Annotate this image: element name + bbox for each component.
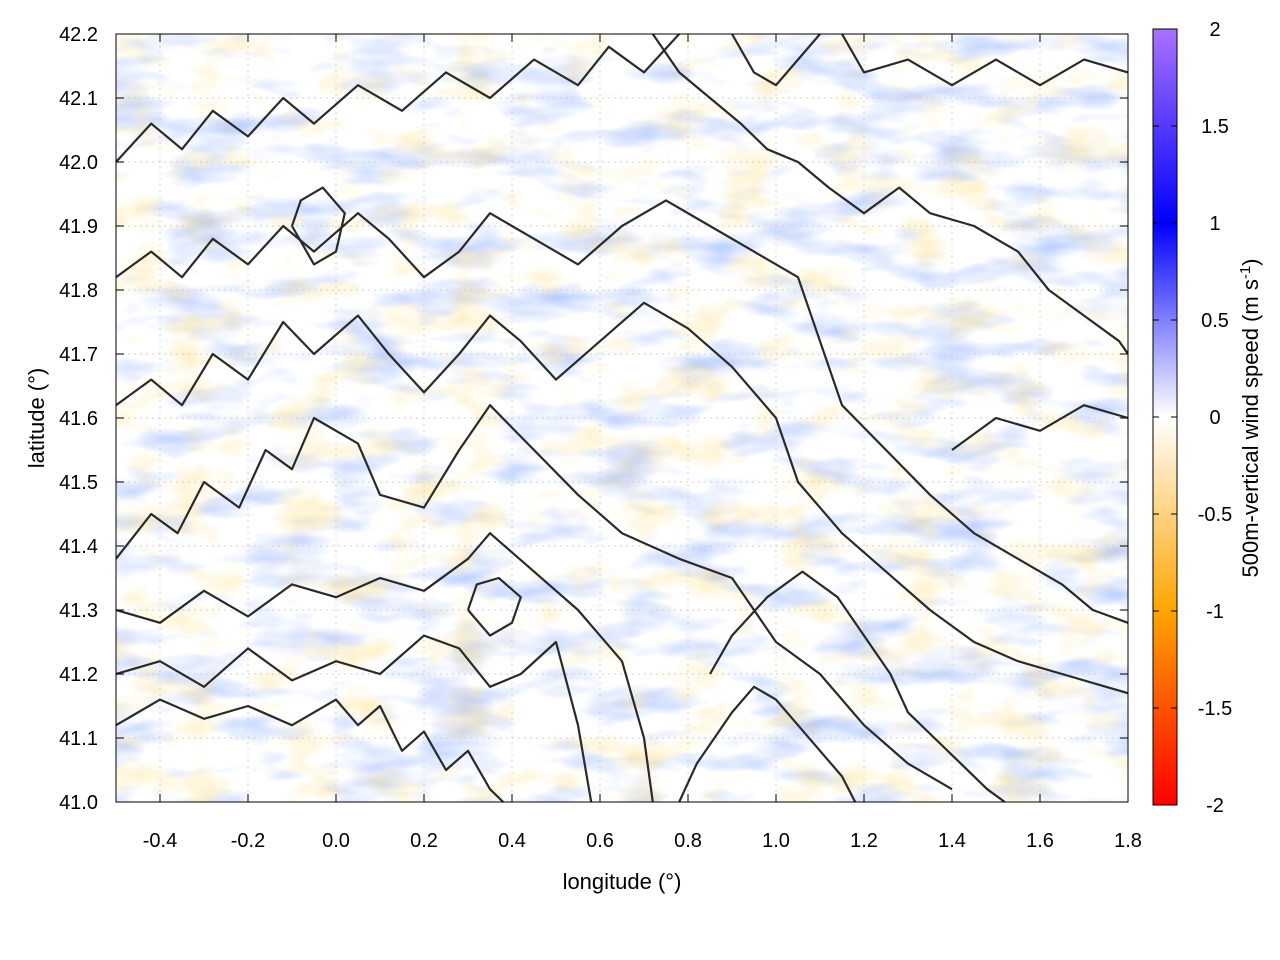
x-tick-label-0: -0.4 — [143, 830, 177, 852]
contour-line-10 — [709, 570, 1006, 802]
x-tick-label-9: 1.4 — [938, 830, 966, 852]
y-tick-label-8: 41.8 — [59, 280, 98, 302]
x-axis: -0.4 -0.2 0.0 0.2 0.4 0.6 0.8 1.0 1.2 1.4 1.6 1.8 — [143, 34, 1142, 852]
x-tick-label-3: 0.2 — [410, 830, 438, 852]
contour-line-12 — [951, 404, 1128, 451]
contour-line-13 — [290, 186, 346, 266]
colorbar-tick-label-1: 1.5 — [1201, 116, 1229, 138]
colorbar-tick-label-4: 0 — [1209, 407, 1220, 429]
x-tick-label-4: 0.4 — [498, 830, 526, 852]
colorbar-tick-label-6: -1 — [1206, 601, 1224, 623]
x-tick-label-2: 0.0 — [322, 830, 350, 852]
y-tick-label-10: 42.0 — [59, 152, 98, 174]
y-tick-label-0: 41.0 — [59, 792, 98, 814]
y-tick-label-1: 41.1 — [59, 728, 98, 750]
contour-line-5 — [116, 199, 1128, 624]
colorbar-label-end: ) — [1238, 258, 1263, 265]
x-tick-label-8: 1.2 — [850, 830, 878, 852]
y-tick-label-3: 41.3 — [59, 600, 98, 622]
colorbar-tick-label-2: 1 — [1209, 213, 1220, 235]
y-tick-label-2: 41.2 — [59, 664, 98, 686]
x-tick-label-7: 1.0 — [762, 830, 790, 852]
contour-line-4 — [116, 301, 1128, 695]
colorbar-label-sup: -1 — [1237, 266, 1254, 279]
y-tick-label-9: 41.9 — [59, 216, 98, 238]
y-tick-label-6: 41.6 — [59, 408, 98, 430]
contour-line-3 — [116, 404, 953, 791]
contour-line-11 — [678, 685, 857, 802]
colorbar: 2 1.5 1 0.5 0 -0.5 -1 -1.5 -2 500m-vertical wind… — [1152, 19, 1263, 817]
colorbar-tick-label-7: -1.5 — [1198, 698, 1232, 720]
colorbar-tick-label-0: 2 — [1209, 19, 1220, 41]
contour-line-8 — [731, 34, 821, 87]
y-axis-label: latitude (°) — [24, 368, 49, 469]
x-axis-label: longitude (°) — [563, 869, 682, 894]
y-tick-label-11: 42.1 — [59, 88, 98, 110]
contour-line-0 — [116, 698, 504, 802]
x-tick-label-11: 1.8 — [1114, 830, 1142, 852]
contour-line-7 — [651, 34, 1128, 355]
contour-line-9 — [841, 34, 1128, 87]
x-tick-label-5: 0.6 — [586, 830, 614, 852]
contour-line-14 — [466, 576, 522, 637]
x-tick-label-6: 0.8 — [674, 830, 702, 852]
y-tick-label-4: 41.4 — [59, 536, 98, 558]
contour-line-6 — [116, 34, 681, 163]
colorbar-tick-label-3: 0.5 — [1201, 310, 1229, 332]
y-tick-label-12: 42.2 — [59, 24, 98, 46]
y-tick-label-7: 41.7 — [59, 344, 98, 366]
colorbar-ticks: 2 1.5 1 0.5 0 -0.5 -1 -1.5 -2 — [1153, 19, 1232, 817]
contour-line-1 — [116, 634, 593, 802]
contour-line-2 — [116, 532, 654, 802]
colorbar-label-main: 500m-vertical wind speed (m s — [1238, 279, 1263, 577]
y-axis: 41.0 41.1 41.2 41.3 41.4 41.5 41.6 41.7 41.8 41.9… — [59, 24, 1128, 814]
x-tick-label-1: -0.2 — [231, 830, 265, 852]
colorbar-label: 500m-vertical wind speed (m s-1) — [1237, 258, 1263, 577]
colorbar-tick-label-5: -0.5 — [1198, 504, 1232, 526]
x-tick-label-10: 1.6 — [1026, 830, 1054, 852]
plot-area: -0.4 -0.2 0.0 0.2 0.4 0.6 0.8 1.0 1.2 1.4 1.6 1.8 4… — [24, 24, 1142, 894]
y-tick-label-5: 41.5 — [59, 472, 98, 494]
contour-lines — [116, 34, 1128, 802]
colorbar-tick-label-8: -2 — [1206, 795, 1224, 817]
